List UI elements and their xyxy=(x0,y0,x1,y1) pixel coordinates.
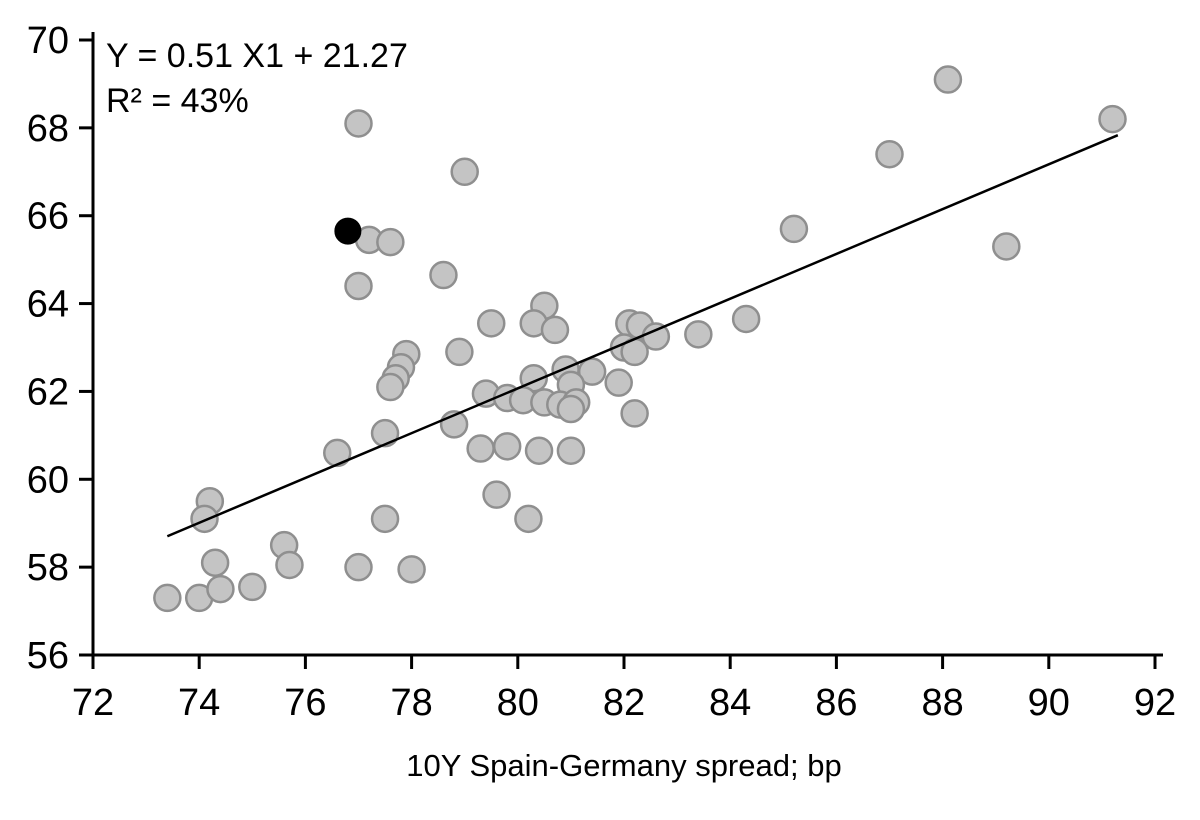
regression-equation: Y = 0.51 X1 + 21.27 xyxy=(106,37,408,75)
data-point xyxy=(370,504,400,534)
data-point xyxy=(370,418,400,448)
data-point xyxy=(445,337,474,367)
y-tick-label: 60 xyxy=(27,459,69,501)
data-point xyxy=(556,394,586,424)
trend-line xyxy=(166,134,1119,538)
data-point xyxy=(450,157,479,187)
x-tick-label: 80 xyxy=(497,682,539,724)
data-point xyxy=(684,320,713,349)
data-point xyxy=(577,357,607,386)
data-point xyxy=(376,372,405,402)
x-tick-label: 76 xyxy=(284,682,326,724)
x-tick-label: 90 xyxy=(1028,682,1070,724)
x-tick-label: 84 xyxy=(709,682,751,724)
data-point xyxy=(731,304,761,334)
data-point xyxy=(275,550,304,580)
data-point xyxy=(992,232,1021,261)
data-point xyxy=(323,438,352,468)
data-point xyxy=(200,548,230,577)
regression-annotation: Y = 0.51 X1 + 21.27 R² = 43% xyxy=(106,34,408,124)
data-point xyxy=(344,271,373,301)
r-squared-label: R² = 43% xyxy=(106,81,249,120)
y-tick-label: 58 xyxy=(27,547,69,589)
x-tick-label: 78 xyxy=(390,682,432,724)
data-point xyxy=(556,436,586,465)
data-point xyxy=(492,432,522,461)
data-point xyxy=(238,572,267,602)
data-point xyxy=(524,436,554,465)
data-point xyxy=(933,65,963,94)
data-point xyxy=(514,504,543,534)
y-tick-label: 70 xyxy=(27,20,69,62)
data-point xyxy=(429,260,458,290)
x-tick-label: 86 xyxy=(815,682,857,724)
data-point xyxy=(344,552,373,582)
data-point xyxy=(206,574,235,604)
x-tick-label: 92 xyxy=(1134,682,1176,724)
data-point xyxy=(779,214,809,244)
data-point xyxy=(620,399,649,428)
y-tick-label: 66 xyxy=(27,196,69,238)
data-point xyxy=(153,583,182,613)
x-tick-label: 72 xyxy=(72,682,114,724)
x-tick-label: 88 xyxy=(921,682,963,724)
data-point xyxy=(190,504,219,534)
data-point xyxy=(482,480,511,509)
y-tick-label: 64 xyxy=(27,284,69,326)
data-point xyxy=(875,139,904,169)
data-point xyxy=(466,434,495,463)
data-point xyxy=(540,315,570,345)
y-tick-label: 62 xyxy=(27,371,69,413)
x-axis-title: 10Y Spain-Germany spread; bp xyxy=(406,748,842,783)
data-point xyxy=(477,309,506,338)
data-point xyxy=(397,555,426,584)
data-point xyxy=(604,368,633,397)
highlighted-data-point xyxy=(334,217,362,245)
data-point xyxy=(376,227,405,257)
data-point xyxy=(344,109,373,138)
x-tick-label: 74 xyxy=(178,682,220,724)
x-tick-label: 82 xyxy=(603,682,645,724)
y-tick-label: 68 xyxy=(27,108,69,150)
data-point xyxy=(1098,104,1127,134)
y-tick-label: 56 xyxy=(27,635,69,677)
